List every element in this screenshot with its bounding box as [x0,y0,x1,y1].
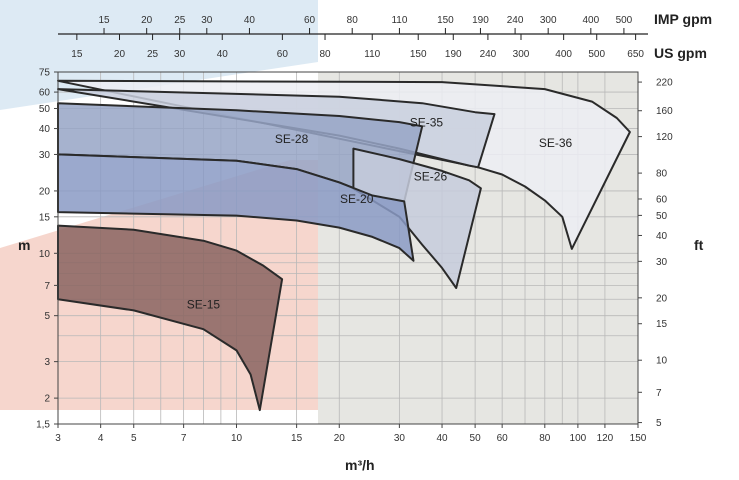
y-axis-left-ticks: 1,5 2 3 5 7 10 15 20 30 40 50 60 75 [36,68,58,431]
plot-frame [57,71,639,425]
ft-tick-label: 20 [656,293,668,304]
x-axis-ticks: 3 4 5 7 10 15 20 30 40 50 60 80 100 120 150 [55,424,647,444]
curve-label-se-28: SE-28 [275,132,309,146]
y-axis-right-label: ft [694,237,704,253]
ft-tick-label: 160 [656,106,673,117]
series-layer [57,79,631,412]
y-tick-label: 5 [44,311,50,322]
ft-tick-label: 60 [656,194,668,205]
x-tick-label: 30 [394,433,406,444]
us-tick-label: 15 [71,49,83,60]
curve-label-se-35: SE-35 [410,115,444,129]
curve-labels: SE-15 SE-20 SE-26 SE-28 SE-35 SE-36 [187,115,573,311]
imp-tick-label: 60 [304,15,316,26]
y-tick-label: 15 [39,212,51,223]
y-tick-label: 1,5 [36,420,50,431]
imp-tick-label: 150 [437,15,454,26]
imp-tick-label: 110 [391,15,407,26]
curve-se-15 [57,224,284,412]
y-tick-label: 30 [39,150,51,161]
ft-tick-label: 220 [656,78,673,89]
ft-tick-label: 80 [656,169,668,180]
imp-tick-label: 30 [201,15,213,26]
us-tick-label: 300 [513,49,530,60]
imp-tick-label: 300 [540,15,557,26]
x-tick-label: 80 [539,433,551,444]
y-tick-label: 10 [39,249,51,260]
us-tick-label: 500 [588,49,605,60]
y-tick-label: 50 [39,104,51,115]
ft-tick-label: 15 [656,319,668,330]
us-tick-label: 60 [277,49,289,60]
imp-tick-label: 500 [616,15,633,26]
us-tick-label: 25 [147,49,159,60]
imp-tick-label: 40 [244,15,256,26]
us-tick-label: 190 [445,49,462,60]
imp-tick-label: 80 [347,15,359,26]
ft-tick-label: 5 [656,418,662,429]
imp-tick-label: 400 [582,15,599,26]
ft-tick-label: 120 [656,132,673,143]
us-tick-label: 40 [217,49,229,60]
x-tick-label: 60 [497,433,509,444]
imp-tick-label: 240 [507,15,524,26]
curve-label-se-20: SE-20 [340,192,374,206]
ft-tick-label: 40 [656,231,668,242]
x-tick-label: 40 [436,433,448,444]
ft-tick-label: 10 [656,356,668,367]
curve-se-35 [57,88,496,169]
us-tick-label: 30 [174,49,186,60]
y-tick-label: 3 [44,357,50,368]
imp-gpm-ticks: 15 20 25 30 40 60 80 110 150 190 240 300 400 500 [98,15,633,34]
us-gpm-ticks: 15 20 25 30 40 60 80 110 150 190 240 300 400 500 650 [71,34,644,60]
x-tick-label: 20 [334,433,346,444]
y-tick-label: 75 [39,68,51,79]
ft-tick-label: 30 [656,257,668,268]
y-tick-label: 7 [44,281,50,292]
y-tick-label: 40 [39,124,51,135]
x-tick-label: 150 [630,433,647,444]
y-tick-label: 2 [44,394,50,405]
curve-label-se-15: SE-15 [187,298,221,312]
x-tick-label: 3 [55,433,61,444]
imp-gpm-label: IMP gpm [654,11,712,27]
us-gpm-label: US gpm [654,45,707,61]
us-tick-label: 110 [364,49,380,60]
x-tick-label: 15 [291,433,303,444]
x-tick-label: 50 [470,433,482,444]
us-tick-label: 80 [319,49,331,60]
imp-tick-label: 25 [174,15,186,26]
y-axis-right-ticks: 5 7 10 15 20 30 40 50 60 80 120 160 220 [638,78,673,429]
us-tick-label: 20 [114,49,126,60]
x-tick-label: 100 [570,433,587,444]
imp-tick-label: 190 [472,15,489,26]
x-tick-label: 4 [98,433,104,444]
us-tick-label: 400 [555,49,572,60]
x-tick-label: 5 [131,433,137,444]
x-tick-label: 10 [231,433,243,444]
us-tick-label: 240 [480,49,497,60]
curve-label-se-36: SE-36 [539,136,573,150]
ft-tick-label: 7 [656,388,662,399]
us-tick-label: 650 [627,49,644,60]
x-axis-label: m³/h [345,457,375,473]
x-tick-label: 7 [181,433,187,444]
curve-se-20 [57,153,415,262]
imp-tick-label: 15 [98,15,110,26]
y-tick-label: 20 [39,186,51,197]
curve-label-se-26: SE-26 [414,169,448,183]
x-tick-label: 120 [597,433,614,444]
ft-tick-label: 50 [656,211,668,222]
us-tick-label: 150 [410,49,427,60]
y-axis-left-label: m [18,237,30,253]
curve-se-26 [352,147,482,289]
imp-tick-label: 20 [141,15,153,26]
y-tick-label: 60 [39,88,51,99]
